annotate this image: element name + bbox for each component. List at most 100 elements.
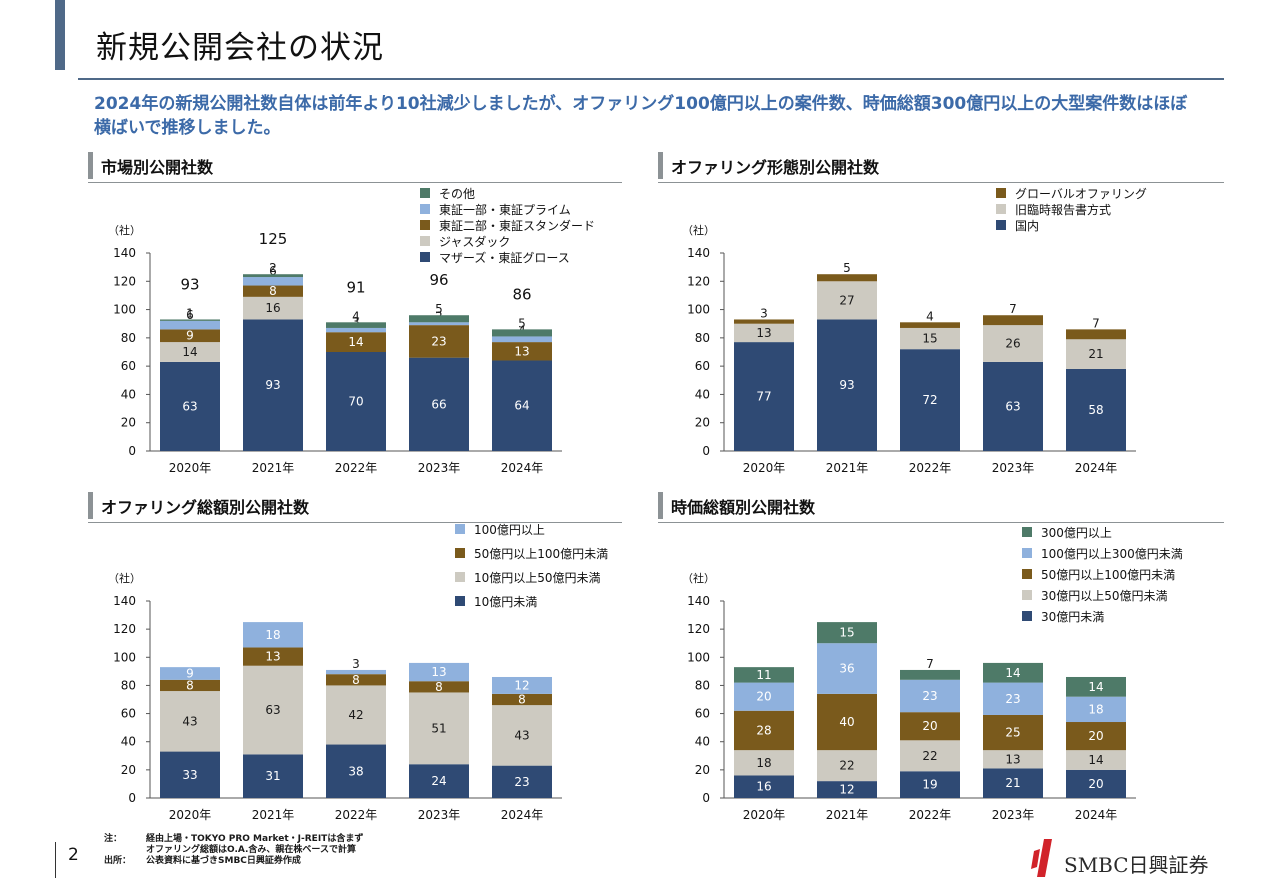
data-label: 3	[352, 657, 360, 671]
footnote-text: オファリング総額はO.A.含み、親在株ベースで計算	[146, 845, 356, 855]
y-tick-label: 100	[687, 303, 710, 317]
bar-segment	[900, 669, 960, 680]
bar-segment	[734, 323, 794, 343]
y-tick-label: 0	[128, 444, 136, 458]
bar-segment	[243, 622, 303, 648]
legend-label: 30億円以上50億円未満	[1041, 589, 1168, 603]
bar-segment	[817, 750, 877, 782]
data-label: 66	[431, 397, 446, 411]
legend-swatch	[420, 188, 430, 198]
data-label: 18	[265, 628, 280, 642]
section-market-cap: 時価総額別公開社数	[658, 490, 1224, 523]
bar-segment	[160, 342, 220, 362]
x-tick-label: 2024年	[501, 461, 544, 475]
bar-segment	[900, 679, 960, 713]
bar-segment	[900, 327, 960, 350]
data-label: 7	[926, 657, 934, 671]
data-label: 23	[514, 775, 529, 789]
data-label: 9	[186, 666, 194, 680]
x-tick-label: 2021年	[252, 461, 295, 475]
data-label: 20	[756, 690, 771, 704]
y-tick-label: 20	[695, 416, 710, 430]
data-label: 40	[839, 715, 854, 729]
data-label: 4	[926, 309, 934, 323]
data-label: 23	[922, 689, 937, 703]
y-tick-label: 20	[121, 416, 136, 430]
total-label: 91	[346, 278, 365, 296]
data-label: 3	[760, 306, 768, 320]
legend-swatch	[1022, 590, 1032, 600]
y-tick-label: 140	[687, 594, 710, 608]
data-label: 1	[186, 306, 194, 320]
data-label: 25	[1005, 726, 1020, 740]
bar-segment	[983, 315, 1043, 326]
section-offering-amount: オファリング総額別公開社数	[88, 490, 622, 523]
bar-segment	[243, 296, 303, 320]
bar-segment	[1066, 339, 1126, 369]
bar-segment	[817, 643, 877, 694]
x-tick-label: 2020年	[169, 461, 212, 475]
bar-segment	[983, 768, 1043, 798]
legend-swatch	[455, 548, 465, 558]
bar-segment	[326, 332, 386, 352]
bar-segment	[243, 319, 303, 451]
bar-segment	[983, 325, 1043, 362]
bar-segment	[160, 361, 220, 451]
bar-segment	[492, 693, 552, 706]
data-label: 6	[186, 308, 194, 322]
legend-label: 30億円未満	[1041, 610, 1104, 624]
y-tick-label: 20	[695, 763, 710, 777]
bar-segment	[160, 320, 220, 330]
bar-segment	[734, 775, 794, 798]
bar-segment	[492, 336, 552, 343]
x-tick-label: 2023年	[418, 808, 461, 822]
x-tick-label: 2022年	[909, 461, 952, 475]
data-label: 16	[756, 780, 771, 794]
bar-segment	[817, 622, 877, 644]
legend-swatch	[420, 204, 430, 214]
y-tick-label: 60	[121, 359, 136, 373]
legend-label: 50億円以上100億円未満	[1041, 568, 1175, 582]
title-divider	[78, 78, 1224, 80]
bar-segment	[817, 781, 877, 798]
y-tick-label: 120	[113, 622, 136, 636]
data-label: 11	[756, 668, 771, 682]
bar-segment	[243, 754, 303, 798]
data-label: 63	[265, 703, 280, 717]
bar-segment	[160, 667, 220, 680]
data-label: 58	[1088, 403, 1103, 417]
bar-segment	[243, 665, 303, 755]
bar-segment	[326, 744, 386, 798]
footnote-text: 経由上場・TOKYO PRO Market・J-REITは含まず	[146, 834, 364, 844]
bar-segment	[983, 662, 1043, 683]
data-label: 63	[1005, 399, 1020, 413]
footnote-row: 注： 経由上場・TOKYO PRO Market・J-REITは含まず	[104, 834, 363, 845]
legend-label: 旧臨時報告書方式	[1015, 202, 1111, 217]
legend-label: グローバルオファリング	[1015, 187, 1147, 201]
section-title: 市場別公開社数	[101, 158, 214, 177]
y-axis-unit-label: （社）	[108, 223, 141, 237]
data-label: 14	[1088, 753, 1103, 767]
bar-segment	[734, 342, 794, 451]
bar-segment	[492, 360, 552, 451]
y-tick-label: 40	[121, 735, 136, 749]
bar-segment	[817, 274, 877, 282]
x-tick-label: 2022年	[335, 808, 378, 822]
bar-segment	[983, 361, 1043, 451]
footnote-row: 出所： 公表資料に基づきSMBC日興証券作成	[104, 856, 363, 867]
y-tick-label: 40	[695, 387, 710, 401]
bar-segment	[900, 771, 960, 798]
lead-summary: 2024年の新規公開社数自体は前年より10社減少しましたが、オファリング100億…	[94, 94, 1188, 138]
section-divider	[658, 522, 1224, 523]
title-accent-bar	[55, 0, 65, 70]
bar-segment	[326, 674, 386, 686]
bar-segment	[983, 714, 1043, 751]
bar-segment	[243, 274, 303, 278]
data-label: 22	[922, 749, 937, 763]
data-label: 8	[352, 673, 360, 687]
data-label: 20	[1088, 729, 1103, 743]
section-marker	[88, 152, 93, 179]
data-label: 20	[922, 719, 937, 733]
bar-segment	[817, 281, 877, 320]
